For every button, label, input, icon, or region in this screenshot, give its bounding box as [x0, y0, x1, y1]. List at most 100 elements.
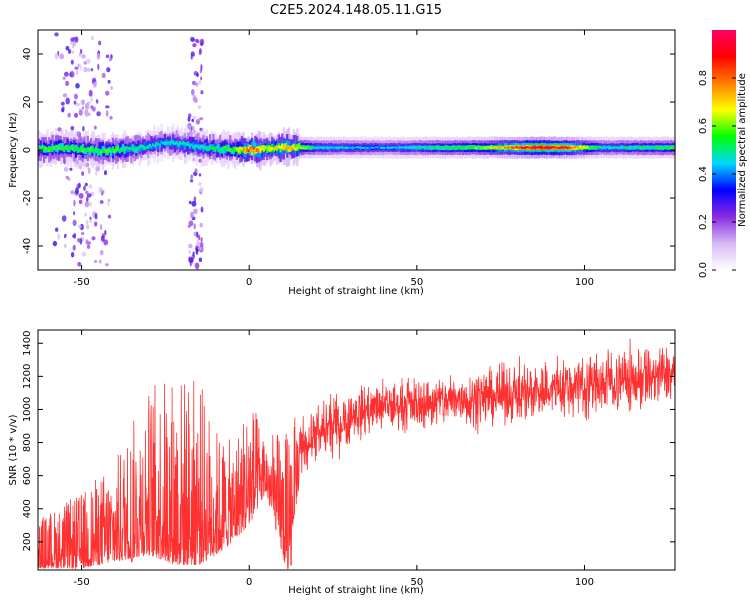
noise-speck	[72, 219, 77, 226]
x-tick-label: -50	[73, 577, 89, 588]
ridge-cell	[143, 146, 146, 150]
ridge-cell	[480, 146, 483, 149]
ridge-cell	[249, 146, 252, 150]
ridge-cell	[554, 146, 557, 149]
ridge-cell	[38, 146, 41, 150]
ridge-cell	[217, 149, 220, 153]
noise-speck	[73, 211, 76, 216]
ridge-cell	[73, 146, 76, 151]
noise-speck	[200, 76, 203, 81]
noise-speck	[75, 83, 80, 89]
ridge-cell	[591, 146, 594, 149]
ridge-cell	[400, 146, 403, 149]
ridge-cell	[366, 147, 369, 150]
ridge-cell	[121, 148, 125, 152]
ridge-cell	[108, 149, 111, 153]
ridge-cell	[289, 146, 292, 150]
ridge-cell	[664, 146, 668, 149]
ridge-cell	[403, 146, 406, 149]
ridge-cell	[670, 146, 673, 149]
ridge-cell	[153, 136, 156, 151]
ridge-cell	[341, 146, 344, 149]
ridge-cell	[51, 143, 54, 151]
noise-speck	[65, 175, 69, 180]
ridge-cell	[336, 146, 339, 150]
ridge-cell	[530, 146, 534, 149]
ridge-cell	[86, 148, 89, 152]
ridge-cell	[478, 146, 482, 149]
ridge-cell	[150, 145, 153, 149]
colorbar-tick-label: 0.0	[698, 262, 709, 278]
ridge-cell	[175, 140, 178, 145]
noise-speck	[90, 97, 94, 103]
ridge-cell	[183, 142, 187, 145]
noise-speck	[88, 201, 92, 207]
noise-speck	[54, 52, 59, 60]
ridge-cell	[525, 146, 529, 149]
ridge-cell	[490, 146, 493, 149]
noise-speck	[95, 99, 99, 104]
noise-speck	[101, 72, 106, 79]
noise-speck	[80, 231, 85, 236]
ridge-cell	[262, 148, 265, 152]
ridge-cell	[406, 146, 410, 149]
ridge-cell	[371, 146, 374, 149]
noise-speck	[105, 90, 110, 96]
ridge-cell	[152, 143, 155, 146]
noise-speck	[199, 117, 204, 121]
ridge-cell	[368, 147, 371, 150]
noise-speck	[69, 70, 75, 78]
noise-speck	[72, 44, 75, 49]
ridge-cell	[91, 148, 94, 152]
ridge-cell	[547, 146, 550, 149]
noise-speck	[106, 67, 111, 73]
ridge-cell	[425, 146, 428, 149]
snr-frame	[37, 329, 676, 571]
noise-speck	[64, 71, 69, 77]
noise-speck	[82, 106, 85, 110]
noise-speck	[84, 212, 87, 217]
ridge-cell	[312, 146, 316, 149]
ridge-cell	[450, 146, 453, 149]
ridge-cell	[324, 146, 327, 149]
ridge-cell	[130, 147, 133, 150]
noise-speck	[80, 99, 86, 106]
ridge-cell	[69, 146, 73, 150]
ridge-cell	[78, 148, 81, 151]
noise-speck	[81, 251, 87, 257]
noise-speck	[73, 93, 78, 100]
ridge-cell	[178, 142, 182, 148]
ridge-cell	[224, 145, 227, 149]
y-tick-label: -40	[22, 238, 33, 254]
noise-speck	[72, 244, 76, 251]
colorbar-label: Normalized spectral amplitude	[737, 73, 748, 227]
noise-speck	[110, 86, 113, 90]
ridge-cell	[448, 147, 451, 150]
ridge-cell	[136, 147, 140, 152]
noise-speck	[54, 32, 59, 37]
ridge-cell	[440, 146, 443, 149]
ridge-cell	[353, 147, 356, 150]
ridge-cell	[103, 147, 106, 153]
noise-speck	[78, 52, 81, 57]
ridge-cell	[177, 143, 180, 147]
ridge-cell	[601, 146, 604, 149]
ridge-cell	[438, 146, 441, 149]
ridge-cell	[643, 146, 646, 149]
y-tick-label: 40	[22, 48, 33, 61]
ridge-cell	[628, 146, 631, 149]
ridge-cell	[376, 146, 379, 149]
ridge-cell	[140, 145, 143, 152]
ridge-cell	[338, 146, 341, 149]
noise-speck	[94, 259, 98, 264]
ridge-cell	[418, 146, 421, 149]
noise-speck	[89, 216, 92, 220]
ridge-cell	[561, 146, 564, 149]
ridge-cell	[260, 147, 264, 150]
noise-speck	[195, 249, 199, 255]
ridge-cell	[396, 146, 399, 150]
ridge-cell	[266, 146, 269, 150]
ridge-cell	[361, 146, 364, 149]
ridge-cell	[411, 146, 415, 149]
